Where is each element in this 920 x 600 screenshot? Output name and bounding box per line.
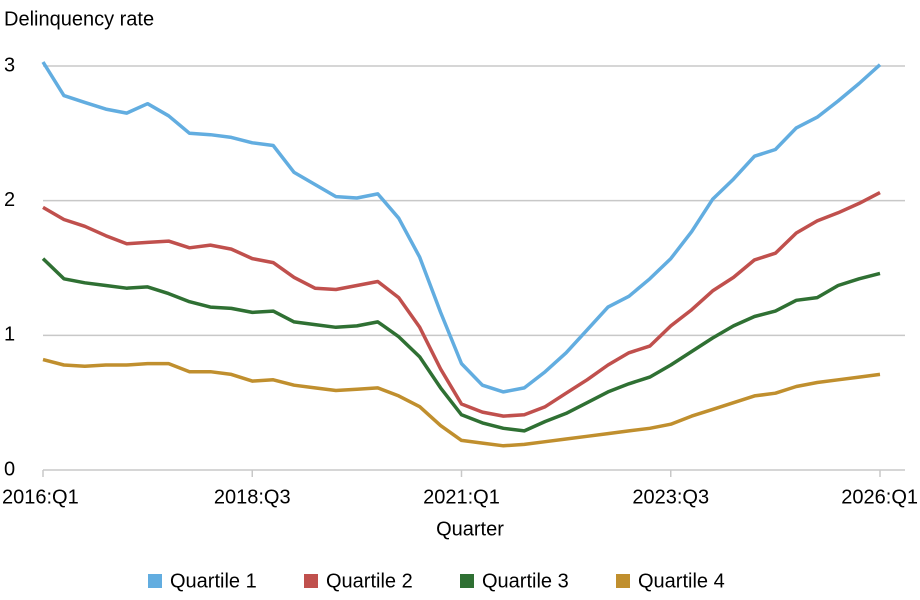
- x-tick-label: 2018:Q3: [214, 486, 291, 508]
- legend-swatch: [148, 574, 162, 588]
- y-axis-label: Delinquency rate: [4, 8, 154, 30]
- y-tick-label: 0: [4, 458, 15, 480]
- legend-label: Quartile 2: [326, 570, 413, 592]
- legend-label: Quartile 3: [482, 570, 569, 592]
- legend-swatch: [460, 574, 474, 588]
- x-tick-label: 2026:Q1: [841, 486, 918, 508]
- y-tick-label: 3: [4, 54, 15, 76]
- y-tick-label: 1: [4, 324, 15, 346]
- line-series: [41, 61, 882, 394]
- x-tick-label: 2021:Q1: [423, 486, 500, 508]
- line-series: [41, 257, 881, 433]
- y-tick-label: 2: [4, 189, 15, 211]
- line-series: [42, 191, 881, 418]
- legend-label: Quartile 1: [170, 570, 257, 592]
- legend-swatch: [616, 574, 630, 588]
- legend-label: Quartile 4: [638, 570, 725, 592]
- legend-swatch: [304, 574, 318, 588]
- x-axis-label: Quarter: [436, 518, 504, 540]
- line-series: [42, 357, 881, 448]
- x-tick-label: 2023:Q3: [632, 486, 709, 508]
- x-tick-label: 2016:Q1: [2, 486, 79, 508]
